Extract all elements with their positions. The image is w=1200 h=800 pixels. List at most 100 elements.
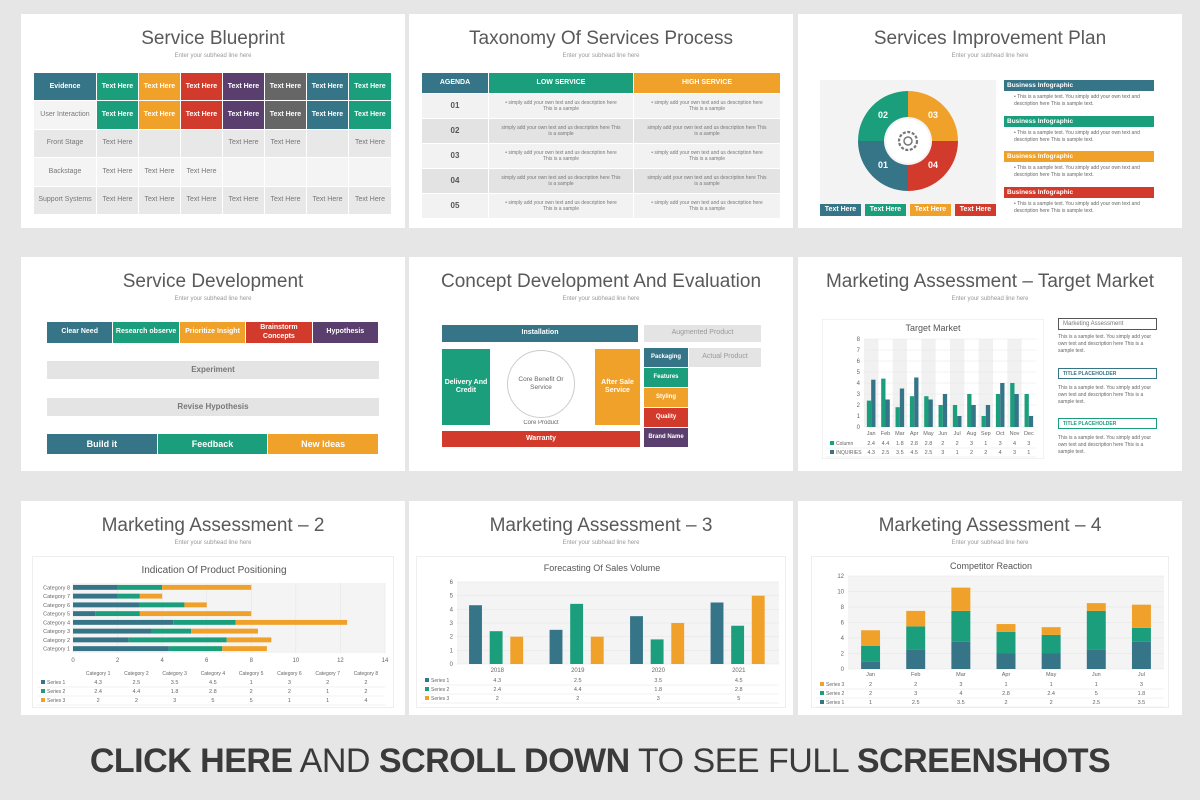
slide-marketing-assessment-3[interactable]: Marketing Assessment – 3 Enter your subh… [409, 501, 793, 715]
y-tick-label: Category 5 [43, 612, 70, 618]
segment-label-01: 01 [878, 160, 889, 170]
blueprint-cell: Text Here [97, 129, 138, 158]
bar [139, 602, 185, 608]
y-tick-label: 6 [857, 359, 861, 365]
low-service-text: simply add your own text and us descript… [489, 169, 633, 193]
slide-service-blueprint[interactable]: Service Blueprint Enter your subhead lin… [21, 14, 405, 228]
table-value: 4.5 [735, 678, 743, 684]
x-tick-label: 12 [337, 658, 344, 664]
legend-label: Series 3 [47, 698, 66, 704]
blueprint-header-cell: Text Here [181, 73, 222, 101]
low-service-text: • simply add your own text and us descri… [489, 194, 633, 218]
bar [489, 631, 503, 664]
target-market-chart: Target Market 0 1 2 3 4 5 6 7 8 Jan Feb Mar Apr May Jun… [822, 319, 1044, 459]
table-value: 2 [941, 441, 944, 447]
business-infographic-text: • This is a sample text. You simply add … [1014, 129, 1140, 143]
bar [710, 602, 724, 664]
segment-label-04: 04 [928, 160, 939, 170]
blueprint-cell: Text Here [265, 186, 306, 214]
banner-to-see: TO SEE FULL [629, 742, 857, 780]
bar [128, 637, 227, 643]
table-value: 1 [1050, 682, 1053, 688]
blueprint-cell: Text Here [265, 129, 306, 158]
banner-and: AND [292, 742, 379, 780]
slide-marketing-assessment-4[interactable]: Marketing Assessment – 4 Enter your subh… [798, 501, 1182, 715]
slide-title: Service Development [122, 271, 304, 292]
slide-service-development[interactable]: Service Development Enter your subhead l… [21, 257, 405, 471]
blueprint-header-cell: Text Here [265, 73, 306, 101]
side-title-box: Marketing Assessment [1058, 318, 1157, 330]
table-value: 1 [956, 450, 959, 456]
bar [173, 619, 236, 625]
call-to-action-banner[interactable]: CLICK HERE AND SCROLL DOWN TO SEE FULL S… [0, 742, 1200, 781]
legend-label: Series 1 [47, 680, 66, 686]
table-header: Category 3 [162, 671, 187, 677]
table-value: 2.8 [910, 441, 918, 447]
business-infographic-title: Business Infographic [1004, 80, 1154, 91]
blueprint-header-cell: Text Here [97, 73, 138, 101]
bar [951, 641, 971, 669]
slide-concept-development[interactable]: Concept Development And Evaluation Enter… [409, 257, 793, 471]
blueprint-header-cell: Text Here [223, 73, 264, 101]
x-tick-label: Oct [996, 431, 1005, 437]
slide-improvement-plan[interactable]: Services Improvement Plan Enter your sub… [798, 14, 1182, 228]
bar [928, 399, 933, 427]
y-tick-label: 4 [841, 636, 845, 642]
business-infographic-text: • This is a sample text. You simply add … [1014, 200, 1140, 214]
y-tick-label: 3 [450, 621, 454, 627]
table-value: 1 [1027, 450, 1030, 456]
business-infographic-text: • This is a sample text. You simply add … [1014, 94, 1140, 107]
x-tick-label: Jun [938, 431, 947, 437]
table-value: 3.5 [654, 678, 662, 684]
y-tick-label: 1 [857, 414, 861, 420]
legend-label: Series 1 [431, 678, 450, 684]
bar [899, 388, 905, 427]
slide-title: Marketing Assessment – 4 [878, 515, 1102, 536]
bar [906, 649, 926, 669]
blueprint-cell: Text Here [349, 101, 391, 129]
table-value: 2 [364, 689, 367, 695]
x-tick-label: Jan [867, 431, 876, 437]
donut-segment-04 [908, 141, 958, 191]
bar [1041, 627, 1061, 635]
feedback-step: Feedback [157, 434, 268, 454]
banner-click-here[interactable]: CLICK HERE [89, 742, 293, 780]
table-value: 2 [97, 698, 100, 704]
side-text-2: This is a sample text. You simply add yo… [1058, 385, 1152, 405]
bar [590, 636, 604, 664]
bar [162, 584, 252, 590]
core-benefit-label: Core Benefit Or Service [518, 376, 564, 391]
after-sale-box: After Sale Service [595, 349, 640, 425]
x-tick-label: Jul [1138, 672, 1145, 678]
table-value: 4.3 [94, 680, 102, 686]
bar [895, 407, 900, 427]
slide-subtitle: Enter your subhead line here [951, 540, 1029, 546]
x-tick-label: 8 [250, 658, 254, 664]
legend-swatch [425, 678, 429, 682]
bar [906, 626, 926, 650]
blueprint-cell-empty [139, 129, 180, 158]
development-step: Prioritize Insight [179, 322, 246, 343]
slide-subtitle: Enter your subhead line here [562, 540, 640, 546]
table-header: Category 4 [201, 671, 226, 677]
slide-subtitle: Enter your subhead line here [562, 53, 640, 59]
table-value: 4.4 [133, 689, 141, 695]
bar [995, 394, 1001, 427]
chart-title: Indication Of Product Positioning [141, 565, 286, 576]
business-infographic-title: Business Infographic [1004, 115, 1154, 127]
slide-target-market[interactable]: Marketing Assessment – Target Market Ent… [798, 257, 1182, 471]
legend-swatch [425, 696, 429, 700]
chart-title: Target Market [905, 323, 961, 333]
table-value: 4.5 [910, 450, 918, 456]
table-value: 2.5 [925, 450, 933, 456]
placeholder-box-1: TITLE PLACEHOLDER [1058, 368, 1157, 379]
slide-taxonomy[interactable]: Taxonomy Of Services Process Enter your … [409, 14, 793, 228]
development-step: Research observe [113, 322, 179, 343]
banner-screenshots: SCREENSHOTS [856, 742, 1111, 780]
slide-marketing-assessment-2[interactable]: Marketing Assessment – 2 Enter your subh… [21, 501, 405, 715]
table-value: 5 [1095, 691, 1098, 697]
y-tick-label: 1 [450, 648, 454, 654]
slide-title: Services Improvement Plan [873, 28, 1107, 49]
installation-bar: Installation [442, 325, 638, 342]
bar [866, 400, 872, 427]
